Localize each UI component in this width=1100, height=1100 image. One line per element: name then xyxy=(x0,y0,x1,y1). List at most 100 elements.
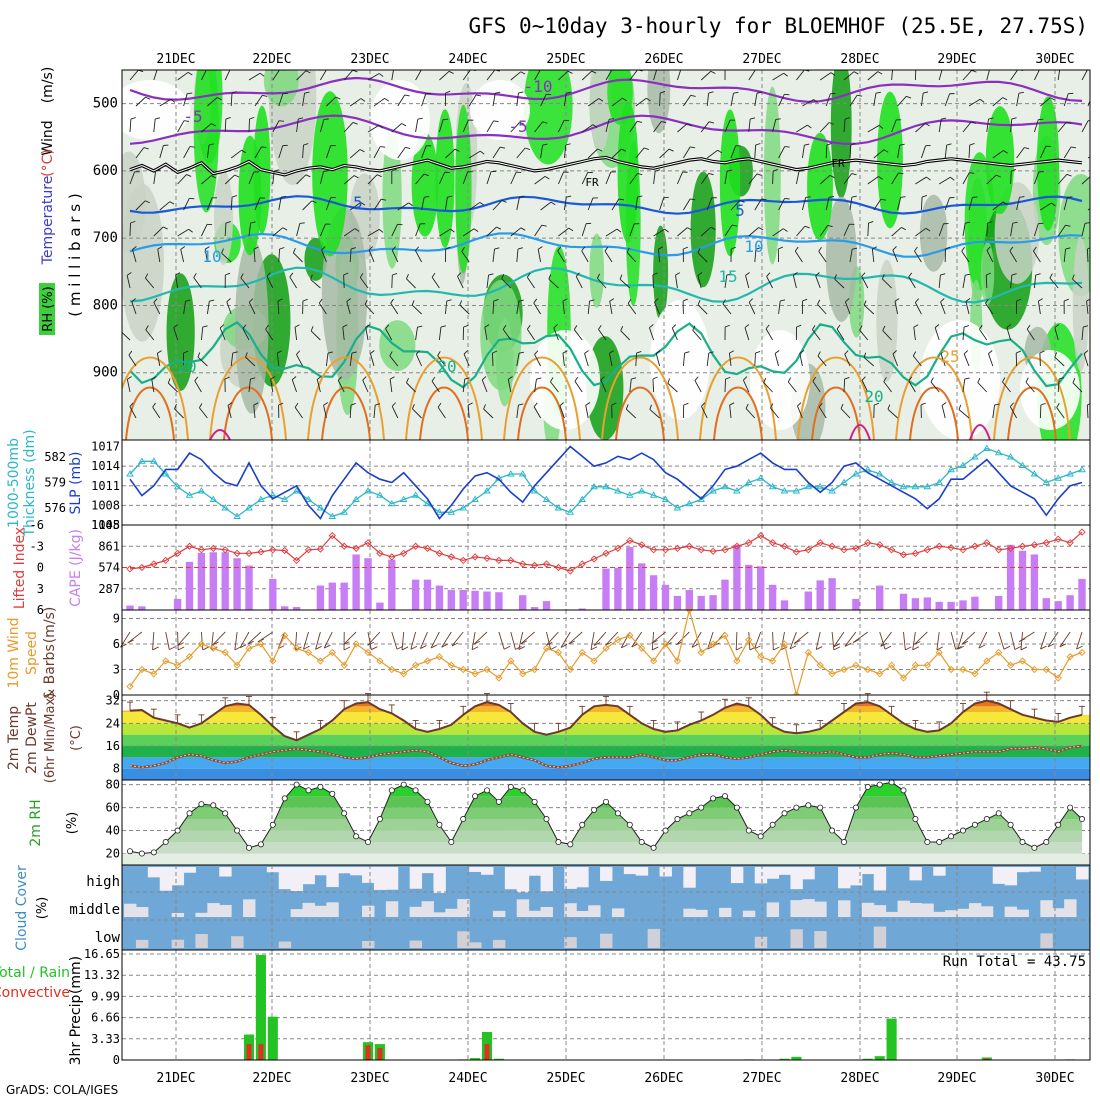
y-tick-label: 32 xyxy=(106,694,120,708)
cape-bar xyxy=(649,575,658,610)
isotherm-25 xyxy=(503,356,581,440)
wind-barb xyxy=(326,96,337,107)
wind-barb-flag xyxy=(167,378,171,384)
wind-barb xyxy=(1033,223,1039,237)
label-2m-rh: 2m RH xyxy=(28,799,44,846)
wind-barb xyxy=(462,379,466,393)
wind-barb-flag xyxy=(248,298,254,303)
wind-barb xyxy=(540,201,552,211)
wind-barb xyxy=(1037,301,1041,315)
wind10-barb xyxy=(546,631,552,650)
wind-barb xyxy=(587,148,598,159)
thickness-marker xyxy=(459,504,467,511)
wind-barb xyxy=(944,145,948,159)
wind-barb-flag xyxy=(818,402,823,408)
wind-barb-flag xyxy=(774,350,780,354)
cloud-high xyxy=(683,867,696,888)
wind10-marker xyxy=(352,640,360,648)
cloud-high xyxy=(933,867,946,876)
wind-barb xyxy=(772,228,784,237)
wind-barb xyxy=(887,408,898,419)
wind10-barb xyxy=(903,631,906,650)
wind-barb xyxy=(873,198,882,211)
wind-barb-flag xyxy=(783,72,788,77)
wind-barb-flag xyxy=(1024,147,1030,150)
wind-barb-flag xyxy=(169,201,175,205)
wind-barb-flag xyxy=(802,298,808,302)
wind10-marker xyxy=(590,657,598,665)
wind-barb xyxy=(817,355,827,367)
contour-label: 10 xyxy=(744,237,763,256)
wind-barb-flag xyxy=(352,70,358,73)
wind-barb xyxy=(1010,275,1013,289)
wind-barb xyxy=(516,301,520,315)
wind-barb-flag xyxy=(1088,120,1090,122)
wind-barb xyxy=(883,381,892,393)
wind10-marker xyxy=(185,653,194,661)
rh-marker xyxy=(960,827,967,834)
rh-clear-patch xyxy=(650,300,710,420)
wind10-barb xyxy=(239,631,250,648)
wind-barb-flag xyxy=(303,143,309,146)
wind10-marker xyxy=(328,648,336,657)
wind-barb-flag xyxy=(1011,117,1017,120)
wind-barb xyxy=(1081,176,1090,185)
wind-barb xyxy=(653,171,656,185)
wind-barb-flag xyxy=(501,273,505,279)
wind10-barb-flag xyxy=(1003,645,1011,650)
wind-barb xyxy=(1087,99,1090,107)
thickness-marker xyxy=(304,495,313,502)
precip-total-bar xyxy=(255,954,266,1060)
wind-barb-flag xyxy=(926,176,931,181)
wind-barb-flag xyxy=(920,402,926,406)
cloud-level-low: low xyxy=(95,930,121,946)
precip-convective-bar xyxy=(984,1058,990,1060)
wind-barb xyxy=(859,329,869,341)
wind-barb xyxy=(152,406,161,419)
rh-marker xyxy=(317,783,324,790)
thickness-marker xyxy=(887,478,896,485)
li-marker xyxy=(935,542,943,550)
wind-barb-flag xyxy=(493,299,499,302)
rh-marker xyxy=(186,810,193,817)
cloud-middle xyxy=(1064,899,1077,917)
rh-marker xyxy=(983,816,990,823)
wind-barb-flag xyxy=(518,91,524,94)
cape-bar xyxy=(661,584,670,610)
wind-barb xyxy=(913,327,916,341)
wind-barb xyxy=(145,277,155,289)
wind-barb xyxy=(754,198,762,211)
cloud-middle xyxy=(945,910,958,917)
wind-barb-flag xyxy=(945,246,951,250)
rh-marker xyxy=(817,804,824,811)
wind-barb-flag xyxy=(946,143,952,146)
wind-barb xyxy=(270,379,274,393)
cloud-high xyxy=(540,867,553,892)
thickness-marker xyxy=(471,495,479,502)
wind-barb xyxy=(293,252,303,263)
cloud-high xyxy=(564,867,577,889)
wind-barb-flag xyxy=(817,299,821,305)
wind10-barb-flag xyxy=(324,644,331,649)
wind-barb-flag xyxy=(517,247,523,250)
wind-barb xyxy=(206,145,210,159)
li-marker xyxy=(519,560,527,568)
wind-barb-flag xyxy=(958,404,962,410)
wind-barb-flag xyxy=(567,70,573,74)
wind-barb-flag xyxy=(537,246,543,250)
wind-barb xyxy=(843,223,850,237)
li-marker xyxy=(590,555,598,563)
label-millibars: ( m i l l i b a r s ) xyxy=(66,193,84,316)
isotherm-minus5 xyxy=(129,114,1083,145)
wind-barb xyxy=(369,353,375,367)
wind10-marker xyxy=(447,661,455,669)
cloud-middle xyxy=(409,906,423,917)
wind-barb xyxy=(819,72,832,81)
wind-barb-flag xyxy=(971,70,977,73)
wind-barb-flag xyxy=(881,274,885,280)
wind-barb xyxy=(574,380,583,393)
wind-barb-flag xyxy=(380,146,386,148)
wind10-barb xyxy=(323,631,333,649)
wind-barb xyxy=(415,223,421,237)
wind-barb-flag xyxy=(533,402,538,408)
